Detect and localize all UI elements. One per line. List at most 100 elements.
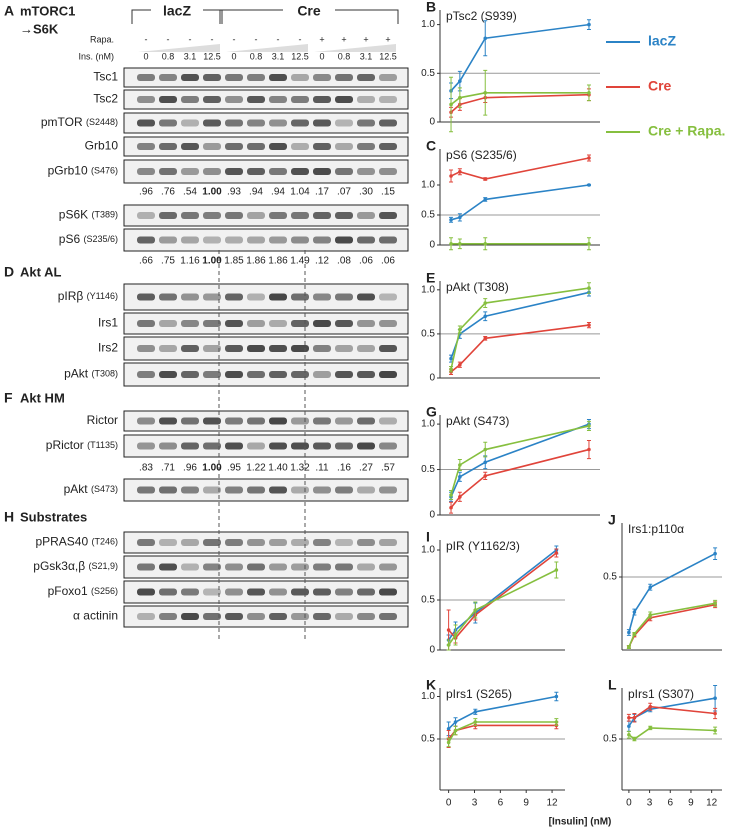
point — [458, 242, 462, 246]
band — [137, 236, 155, 244]
rapa-sign: - — [233, 34, 236, 44]
y-tick-label: 0.5 — [421, 210, 435, 221]
quant-value: 1.04 — [290, 187, 310, 198]
y-tick-label: 0 — [429, 117, 435, 128]
blot-strip — [123, 228, 409, 252]
quant-value: .15 — [381, 187, 395, 198]
band — [225, 168, 243, 175]
point — [483, 197, 488, 202]
band — [269, 539, 287, 546]
site: (T308) — [91, 369, 118, 379]
quant-value: .11 — [315, 463, 329, 474]
point — [458, 495, 462, 499]
lane-label: 12.5 — [291, 51, 309, 61]
series-line — [448, 552, 557, 640]
y-tick-label: 1.0 — [421, 284, 435, 295]
band — [159, 74, 177, 81]
band — [357, 74, 375, 81]
band — [159, 293, 177, 301]
panel-letter: E — [426, 270, 435, 286]
band — [247, 442, 265, 450]
band — [335, 143, 353, 150]
rapa-sign: + — [385, 34, 390, 44]
protein-name: pPRAS40 — [35, 535, 88, 549]
chart-title: pIrs1 (S265) — [446, 687, 512, 701]
band — [181, 293, 199, 301]
row-label: Rictor — [87, 413, 118, 427]
y-tick-label: 0.5 — [421, 68, 435, 79]
band — [379, 168, 397, 175]
quant-value: .17 — [315, 187, 329, 198]
row-label: pAkt (S473) — [64, 482, 118, 496]
point — [449, 367, 453, 371]
band — [203, 293, 221, 301]
band — [181, 119, 199, 127]
y-tick-label: 1.0 — [421, 545, 435, 556]
protein-name: Rictor — [87, 413, 118, 427]
y-tick-label: 0 — [429, 373, 435, 384]
band — [203, 417, 221, 425]
band — [225, 293, 243, 301]
band — [335, 613, 353, 620]
band — [379, 539, 397, 546]
point — [449, 505, 453, 510]
band — [291, 168, 309, 175]
point — [449, 493, 453, 497]
chart-title: pAkt (T308) — [446, 280, 509, 294]
series-line — [628, 705, 716, 719]
band — [225, 345, 243, 352]
section-title: Akt AL — [20, 264, 61, 279]
point — [458, 215, 462, 220]
band — [313, 236, 331, 244]
series-line — [448, 695, 557, 730]
band — [291, 371, 309, 378]
point — [483, 177, 488, 181]
protein-name: pRictor — [46, 438, 84, 452]
band — [159, 563, 177, 571]
band — [137, 168, 155, 175]
band — [379, 442, 397, 450]
band — [379, 588, 397, 596]
site: (S235/6) — [83, 234, 118, 244]
point — [483, 36, 488, 41]
band — [203, 442, 221, 450]
band — [357, 293, 375, 301]
point — [627, 724, 631, 729]
site: (S21,9) — [88, 561, 118, 571]
site: (T389) — [91, 210, 118, 220]
site: (S473) — [91, 484, 118, 494]
band — [335, 293, 353, 301]
lane-label: 0.8 — [338, 51, 351, 61]
x-tick-label: 9 — [688, 798, 694, 809]
band — [269, 236, 287, 244]
protein-name: Tsc2 — [93, 92, 118, 106]
band — [291, 74, 309, 81]
bracket — [219, 9, 399, 24]
row-label: Tsc1 — [93, 70, 118, 84]
band — [357, 486, 375, 494]
band — [181, 486, 199, 494]
site: (S476) — [91, 166, 118, 176]
point — [473, 720, 478, 724]
protein-name: Tsc1 — [93, 70, 118, 84]
band — [291, 417, 309, 425]
protein-name: pAkt — [64, 367, 89, 381]
point — [483, 301, 488, 305]
band — [247, 588, 265, 596]
band — [203, 74, 221, 81]
quant-value: 1.32 — [290, 463, 310, 474]
quant-value: .16 — [337, 463, 351, 474]
y-tick-label: 0.5 — [603, 734, 617, 745]
series-line — [628, 697, 716, 727]
band — [269, 119, 287, 127]
protein-name: pFoxo1 — [48, 584, 88, 598]
band — [181, 74, 199, 81]
rapa-sign: + — [363, 34, 368, 44]
band — [379, 486, 397, 494]
point — [483, 90, 488, 95]
point — [449, 218, 453, 222]
blot-strip — [123, 555, 409, 579]
band — [159, 613, 177, 620]
x-tick-label: 9 — [523, 798, 529, 809]
band — [203, 539, 221, 546]
